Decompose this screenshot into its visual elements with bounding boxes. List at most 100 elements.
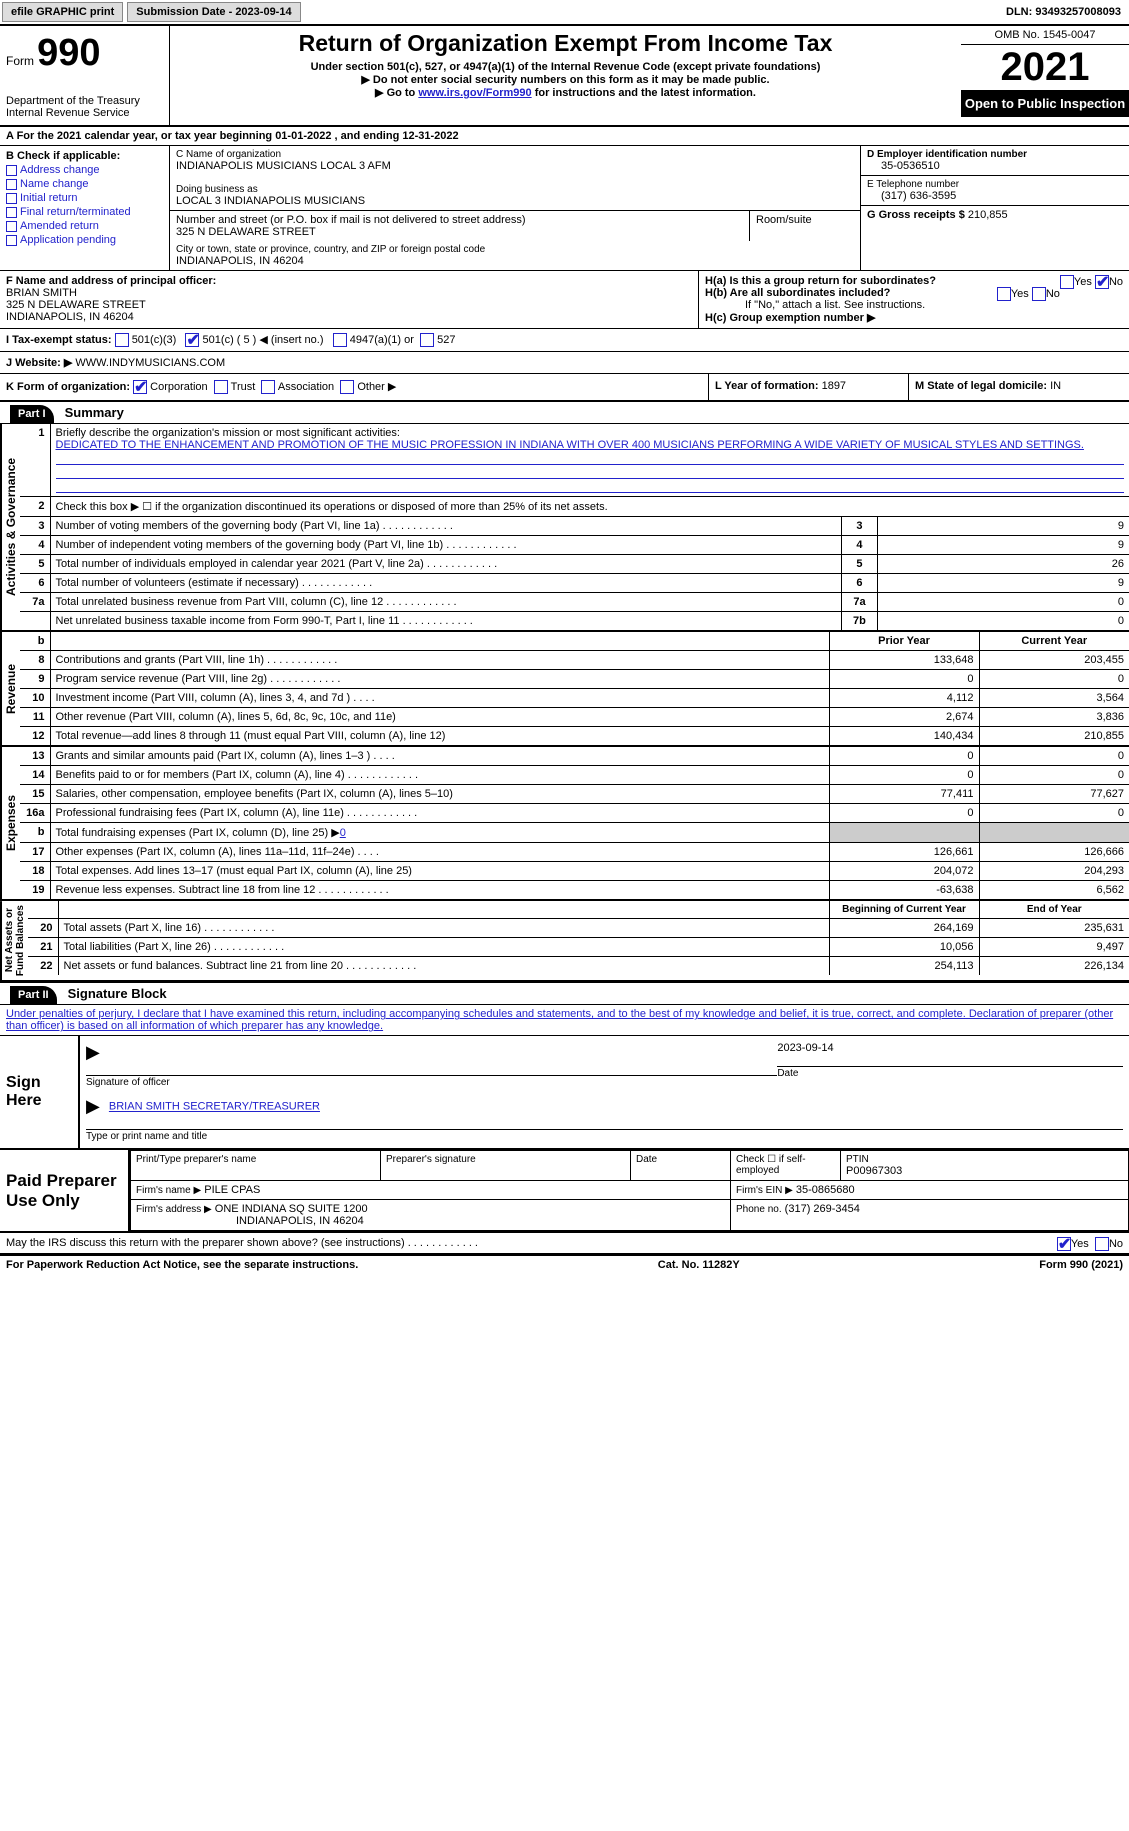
line15-curr: 77,627 xyxy=(979,785,1129,804)
line15-prior: 77,411 xyxy=(829,785,979,804)
line16a-text: Professional fundraising fees (Part IX, … xyxy=(50,804,829,823)
prep-date-label: Date xyxy=(636,1154,725,1165)
officer-addr1: 325 N DELAWARE STREET xyxy=(6,299,692,311)
q2-text: Check this box ▶ ☐ if the organization d… xyxy=(50,497,1129,517)
ptin-label: PTIN xyxy=(846,1154,1123,1165)
line21-text: Total liabilities (Part X, line 26) xyxy=(58,938,829,957)
form-org-label: K Form of organization: xyxy=(6,381,130,393)
check-other[interactable] xyxy=(340,380,354,394)
subtitle-2: ▶ Do not enter social security numbers o… xyxy=(176,73,955,86)
irs-link[interactable]: www.irs.gov/Form990 xyxy=(418,87,531,99)
vlabel-netassets: Net Assets or Fund Balances xyxy=(0,901,28,980)
part1-title: Summary xyxy=(57,402,132,423)
footer-right: Form 990 (2021) xyxy=(1039,1259,1123,1271)
line17-text: Other expenses (Part IX, column (A), lin… xyxy=(50,843,829,862)
subtitle-3: ▶ Go to www.irs.gov/Form990 for instruct… xyxy=(176,86,955,99)
phone-value: (317) 636-3595 xyxy=(867,190,1123,202)
check-amended[interactable]: Amended return xyxy=(6,220,163,232)
org-name: INDIANAPOLIS MUSICIANS LOCAL 3 AFM xyxy=(176,160,854,172)
line7b-val: 0 xyxy=(877,612,1129,631)
line16b-text: Total fundraising expenses (Part IX, col… xyxy=(50,823,829,843)
prep-name-label: Print/Type preparer's name xyxy=(136,1154,375,1165)
ha-no[interactable]: ✔ xyxy=(1095,275,1109,289)
sign-name: BRIAN SMITH SECRETARY/TREASURER xyxy=(109,1101,320,1113)
line18-text: Total expenses. Add lines 13–17 (must eq… xyxy=(50,862,829,881)
b-header: B Check if applicable: xyxy=(6,150,163,162)
check-4947[interactable] xyxy=(333,333,347,347)
sign-date: 2023-09-14 xyxy=(777,1042,1123,1054)
line20-curr: 235,631 xyxy=(979,919,1129,938)
line16a-curr: 0 xyxy=(979,804,1129,823)
calendar-year-line: A For the 2021 calendar year, or tax yea… xyxy=(0,127,1129,146)
efile-print-button[interactable]: efile GRAPHIC print xyxy=(2,2,123,22)
line10-prior: 4,112 xyxy=(829,689,979,708)
check-initial-return[interactable]: Initial return xyxy=(6,192,163,204)
line22-prior: 254,113 xyxy=(829,957,979,976)
check-527[interactable] xyxy=(420,333,434,347)
line20-prior: 264,169 xyxy=(829,919,979,938)
line12-curr: 210,855 xyxy=(979,727,1129,746)
section-c: C Name of organization INDIANAPOLIS MUSI… xyxy=(170,146,861,270)
line8-prior: 133,648 xyxy=(829,651,979,670)
prep-sig-label: Preparer's signature xyxy=(386,1154,625,1165)
check-corp[interactable]: ✔ xyxy=(133,380,147,394)
vlabel-activities: Activities & Governance xyxy=(0,424,20,630)
line8-text: Contributions and grants (Part VIII, lin… xyxy=(50,651,829,670)
hb-label: H(b) Are all subordinates included? xyxy=(705,287,890,299)
check-name-change[interactable]: Name change xyxy=(6,178,163,190)
line15-text: Salaries, other compensation, employee b… xyxy=(50,785,829,804)
paid-preparer-label: Paid Preparer Use Only xyxy=(0,1150,130,1231)
line11-text: Other revenue (Part VIII, column (A), li… xyxy=(50,708,829,727)
officer-addr2: INDIANAPOLIS, IN 46204 xyxy=(6,311,692,323)
line6-text: Total number of volunteers (estimate if … xyxy=(50,574,841,593)
discuss-no[interactable] xyxy=(1095,1237,1109,1251)
org-name-label: C Name of organization xyxy=(176,149,854,160)
hb-no[interactable] xyxy=(1032,287,1046,301)
line4-val: 9 xyxy=(877,536,1129,555)
open-inspection: Open to Public Inspection xyxy=(961,90,1129,117)
officer-name: BRIAN SMITH xyxy=(6,287,692,299)
line3-text: Number of voting members of the governin… xyxy=(50,517,841,536)
sign-here-block: Sign Here ▶ Signature of officer 2023-09… xyxy=(0,1036,1129,1150)
year-formation-label: L Year of formation: xyxy=(715,380,819,392)
gross-value: 210,855 xyxy=(968,209,1008,221)
discuss-row: May the IRS discuss this return with the… xyxy=(0,1233,1129,1255)
part1-tag: Part I xyxy=(10,405,54,423)
form-word: Form xyxy=(6,54,34,68)
subtitle-1: Under section 501(c), 527, or 4947(a)(1)… xyxy=(176,61,955,73)
check-address-change[interactable]: Address change xyxy=(6,164,163,176)
check-final-return[interactable]: Final return/terminated xyxy=(6,206,163,218)
check-501c3[interactable] xyxy=(115,333,129,347)
check-trust[interactable] xyxy=(214,380,228,394)
ein-value: 35-0536510 xyxy=(867,160,1123,172)
line10-text: Investment income (Part VIII, column (A)… xyxy=(50,689,829,708)
begin-year-header: Beginning of Current Year xyxy=(829,901,979,919)
line19-prior: -63,638 xyxy=(829,881,979,900)
firm-phone: (317) 269-3454 xyxy=(785,1203,860,1215)
check-assoc[interactable] xyxy=(261,380,275,394)
page-footer: For Paperwork Reduction Act Notice, see … xyxy=(0,1255,1129,1274)
submission-date-button[interactable]: Submission Date - 2023-09-14 xyxy=(127,2,300,22)
line12-prior: 140,434 xyxy=(829,727,979,746)
part2-title: Signature Block xyxy=(60,983,175,1004)
discuss-yes[interactable]: ✔ xyxy=(1057,1237,1071,1251)
hb-yes[interactable] xyxy=(997,287,1011,301)
city-value: INDIANAPOLIS, IN 46204 xyxy=(176,255,854,267)
check-application-pending[interactable]: Application pending xyxy=(6,234,163,246)
line7a-text: Total unrelated business revenue from Pa… xyxy=(50,593,841,612)
tax-status-label: I Tax-exempt status: xyxy=(6,334,112,346)
street-label: Number and street (or P.O. box if mail i… xyxy=(176,214,743,226)
current-year-header: Current Year xyxy=(979,632,1129,651)
line19-curr: 6,562 xyxy=(979,881,1129,900)
line10-curr: 3,564 xyxy=(979,689,1129,708)
ha-yes[interactable] xyxy=(1060,275,1074,289)
line5-val: 26 xyxy=(877,555,1129,574)
line4-text: Number of independent voting members of … xyxy=(50,536,841,555)
hb-note: If "No," attach a list. See instructions… xyxy=(705,299,1123,311)
sign-date-label: Date xyxy=(777,1066,1123,1079)
check-501c[interactable]: ✔ xyxy=(185,333,199,347)
line20-text: Total assets (Part X, line 16) xyxy=(58,919,829,938)
phone-label: E Telephone number xyxy=(867,179,1123,190)
firm-ein-label: Firm's EIN ▶ xyxy=(736,1185,793,1196)
q1-text: Briefly describe the organization's miss… xyxy=(56,427,400,439)
